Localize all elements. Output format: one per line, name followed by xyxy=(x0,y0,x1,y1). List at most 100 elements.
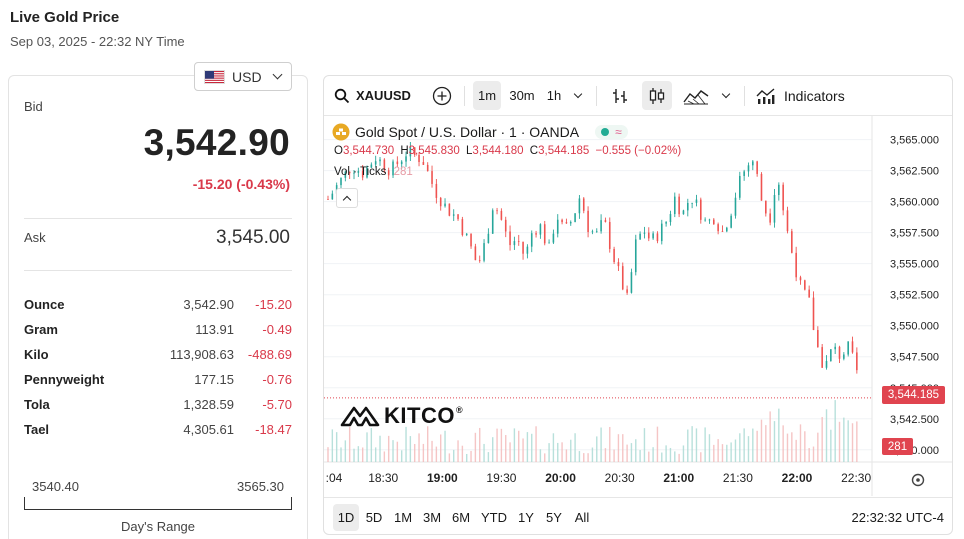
candle-body xyxy=(847,341,849,355)
x-tick-label: 22:30 xyxy=(841,471,871,485)
bar-style-button[interactable] xyxy=(607,81,633,110)
instrument-name: Gold Spot / U.S. Dollar · 1 · OANDA xyxy=(355,124,580,140)
unit-change: -5.70 xyxy=(262,397,292,412)
chart-legend: Gold Spot / U.S. Dollar · 1 · OANDA ≈ xyxy=(332,123,628,141)
period-6m[interactable]: 6M xyxy=(451,510,471,525)
chart-clock: 22:32:32 UTC-4 xyxy=(851,510,945,525)
collapse-legend-button[interactable] xyxy=(336,188,358,208)
candle-body xyxy=(452,214,455,216)
table-row: Tola 1,328.59 -5.70 xyxy=(24,392,292,417)
volume-bar xyxy=(726,444,728,462)
volume-bar xyxy=(422,443,425,462)
price-card xyxy=(8,75,308,539)
candle-body xyxy=(721,231,724,233)
candle-body xyxy=(673,196,676,215)
volume-bar xyxy=(856,421,858,462)
candle-body xyxy=(513,241,516,246)
candlestick-chart[interactable]: 3,565.000 3,562.500 3,560.000 3,557.500 3,55… xyxy=(324,116,953,497)
candle-body xyxy=(704,219,706,221)
compare-button[interactable] xyxy=(430,81,454,110)
chart-type-dropdown[interactable] xyxy=(717,81,735,110)
table-row: Tael 4,305.61 -18.47 xyxy=(24,417,292,442)
volume-bar xyxy=(578,451,581,462)
interval-1h[interactable]: 1h xyxy=(546,88,562,103)
candle-body xyxy=(461,219,464,236)
volume-bar xyxy=(496,428,498,462)
kitco-wordmark: KITCO xyxy=(384,403,455,428)
area-style-button[interactable] xyxy=(681,81,711,110)
candle-body xyxy=(465,233,468,236)
settings-gear-icon xyxy=(916,478,920,482)
volume-bar xyxy=(795,439,797,462)
candle-body xyxy=(522,241,524,254)
candle-body xyxy=(561,219,563,223)
candles-button[interactable] xyxy=(642,81,672,110)
period-1y[interactable]: 1Y xyxy=(518,510,534,525)
candle-body xyxy=(409,147,412,157)
volume-bar xyxy=(366,432,368,462)
currency-select[interactable]: USD xyxy=(194,62,292,91)
volume-bar xyxy=(669,447,672,462)
symbol-search[interactable]: XAUUSD xyxy=(334,81,414,110)
candle-body xyxy=(686,202,689,211)
candle-body xyxy=(361,171,364,178)
volume-bar xyxy=(661,452,663,462)
chart-toolbar: XAUUSD 1m 30m 1h Indicators xyxy=(324,76,952,116)
candle-body xyxy=(526,246,529,254)
period-ytd[interactable]: YTD xyxy=(481,510,507,525)
interval-30m[interactable]: 30m xyxy=(509,88,535,103)
candle-body xyxy=(374,161,377,165)
candle-body xyxy=(830,349,832,361)
candle-body xyxy=(730,215,732,228)
volume-bar xyxy=(513,428,516,462)
volume-bar xyxy=(500,428,503,462)
candle-body xyxy=(821,347,823,368)
interval-1m[interactable]: 1m xyxy=(473,81,501,110)
candle-body xyxy=(504,219,507,232)
period-1m[interactable]: 1M xyxy=(393,510,413,525)
candle-body xyxy=(682,210,685,215)
high-value: 3,545.830 xyxy=(408,145,460,157)
y-tick-label: 3,565.000 xyxy=(890,135,939,147)
indicators-button[interactable]: Indicators xyxy=(756,81,851,110)
volume-bar xyxy=(344,440,347,462)
range-high: 3565.30 xyxy=(237,479,284,494)
period-1d[interactable]: 1D xyxy=(333,504,359,531)
candle-body xyxy=(678,196,680,215)
volume-bar xyxy=(817,432,819,462)
volume-bar xyxy=(765,425,767,462)
volume-bar xyxy=(773,421,776,462)
volume-bar xyxy=(392,440,394,462)
x-tick-label: 22:00 xyxy=(782,471,813,485)
volume-bar xyxy=(505,435,507,462)
unit-change: -0.76 xyxy=(262,372,292,387)
unit-name: Tola xyxy=(24,397,50,412)
candle-body xyxy=(413,147,416,155)
period-all[interactable]: All xyxy=(574,510,590,525)
volume-bar xyxy=(652,447,654,462)
candle-body xyxy=(569,221,572,224)
market-status-badge[interactable]: ≈ xyxy=(595,125,628,139)
volume-bar xyxy=(492,437,494,462)
candle-body xyxy=(444,203,446,207)
candle-body xyxy=(613,248,615,263)
unit-change: -18.47 xyxy=(255,422,292,437)
volume-bar xyxy=(561,442,563,462)
candle-body xyxy=(712,219,715,225)
volume-bar xyxy=(448,453,451,462)
interval-dropdown[interactable] xyxy=(569,81,587,110)
area-chart-icon xyxy=(683,89,709,104)
volume-bar xyxy=(583,453,585,462)
volume-bar xyxy=(717,439,719,462)
period-3m[interactable]: 3M xyxy=(422,510,442,525)
y-tick-label: 3,555.000 xyxy=(890,259,939,271)
us-flag-icon xyxy=(204,69,225,84)
period-5y[interactable]: 5Y xyxy=(546,510,562,525)
candle-body xyxy=(726,227,728,232)
candle-body xyxy=(717,224,719,232)
volume-bar xyxy=(435,446,438,462)
candle-body xyxy=(791,231,793,253)
volume-bar xyxy=(782,425,784,462)
period-5d[interactable]: 5D xyxy=(365,510,383,525)
close-value: 3,544.185 xyxy=(538,145,590,157)
